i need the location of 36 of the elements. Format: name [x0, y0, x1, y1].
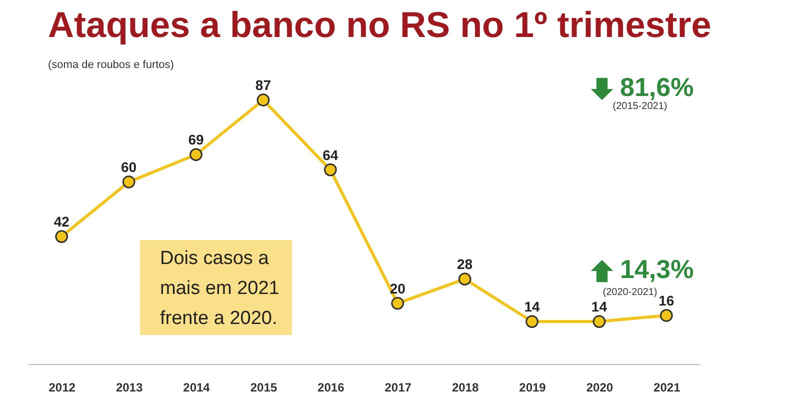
data-label: 14 — [524, 298, 540, 315]
annotation: (2015-2021) — [612, 101, 668, 112]
data-label: 14 — [591, 298, 608, 315]
point — [190, 148, 202, 162]
point — [592, 315, 606, 328]
data-label: 42 — [54, 214, 70, 230]
x-tick-label: 2016 — [318, 380, 345, 394]
point — [122, 175, 136, 188]
data-label: 87 — [255, 77, 272, 93]
annotation: Dois casos a mais em 2021 frente a 2020. — [160, 248, 280, 329]
point — [55, 230, 68, 243]
data-label: 60 — [121, 158, 137, 175]
x-tick-label: 2014 — [183, 380, 210, 394]
x-tick-label: 2012 — [48, 380, 76, 394]
point — [324, 163, 337, 176]
x-tick-label: 2017 — [384, 380, 412, 394]
data-label: 69 — [188, 132, 204, 148]
point — [256, 94, 270, 106]
x-tick-label: 2019 — [519, 380, 546, 394]
data-label: 16 — [658, 292, 674, 308]
x-tick-label: 2015 — [250, 380, 278, 394]
point — [391, 296, 404, 310]
chart-title: Ataques a banco no RS no 1º trimestre — [48, 4, 712, 45]
point — [458, 272, 472, 286]
x-tick-label: 2020 — [586, 380, 614, 394]
point — [526, 315, 538, 328]
x-tick-label: 2013 — [116, 380, 143, 394]
annotation: 14,3% — [620, 254, 694, 284]
annotation: 81,6% — [620, 72, 694, 102]
annotation: (2020-2021) — [602, 287, 658, 298]
x-tick-label: 2018 — [452, 380, 479, 394]
data-label: 64 — [322, 146, 338, 163]
chart-subtitle: (soma de roubos e furtos) — [48, 59, 174, 71]
point — [660, 309, 673, 322]
data-label: 28 — [457, 256, 473, 272]
x-tick-label: 2021 — [654, 380, 681, 394]
